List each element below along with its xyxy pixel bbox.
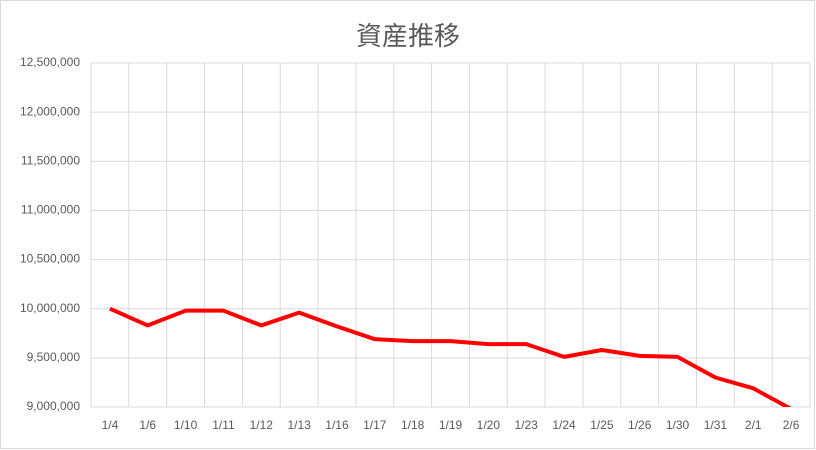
- y-tick-label: 9,500,000: [27, 350, 81, 364]
- x-tick-label: 1/4: [102, 418, 119, 432]
- x-tick-label: 1/6: [139, 418, 156, 432]
- x-tick-label: 2/1: [745, 418, 762, 432]
- y-tick-label: 11,000,000: [21, 203, 80, 217]
- x-tick-label: 1/23: [515, 418, 539, 432]
- y-tick-label: 12,500,000: [20, 55, 80, 69]
- x-tick-label: 1/26: [628, 418, 652, 432]
- x-tick-label: 1/10: [174, 418, 198, 432]
- y-tick-label: 10,500,000: [20, 252, 80, 266]
- x-tick-label: 1/24: [552, 418, 576, 432]
- x-tick-label: 1/13: [287, 418, 311, 432]
- y-tick-label: 12,000,000: [20, 104, 80, 118]
- x-tick-label: 2/6: [783, 418, 800, 432]
- chart-title: 資産推移: [356, 21, 460, 51]
- x-tick-label: 1/25: [590, 418, 614, 432]
- x-tick-label: 1/12: [250, 418, 274, 432]
- x-tick-label: 1/19: [439, 418, 463, 432]
- x-tick-label: 1/31: [704, 418, 728, 432]
- y-tick-label: 10,000,000: [20, 301, 80, 315]
- x-tick-label: 1/11: [212, 418, 235, 432]
- x-tick-label: 1/18: [401, 418, 425, 432]
- x-tick-label: 1/30: [666, 418, 690, 432]
- data-line: [109, 306, 792, 407]
- x-tick-label: 1/20: [477, 418, 501, 432]
- y-tick-label: 11,500,000: [21, 153, 80, 167]
- y-tick-label: 9,000,000: [27, 399, 81, 413]
- x-tick-label: 1/16: [325, 418, 349, 432]
- x-tick-label: 1/17: [363, 418, 387, 432]
